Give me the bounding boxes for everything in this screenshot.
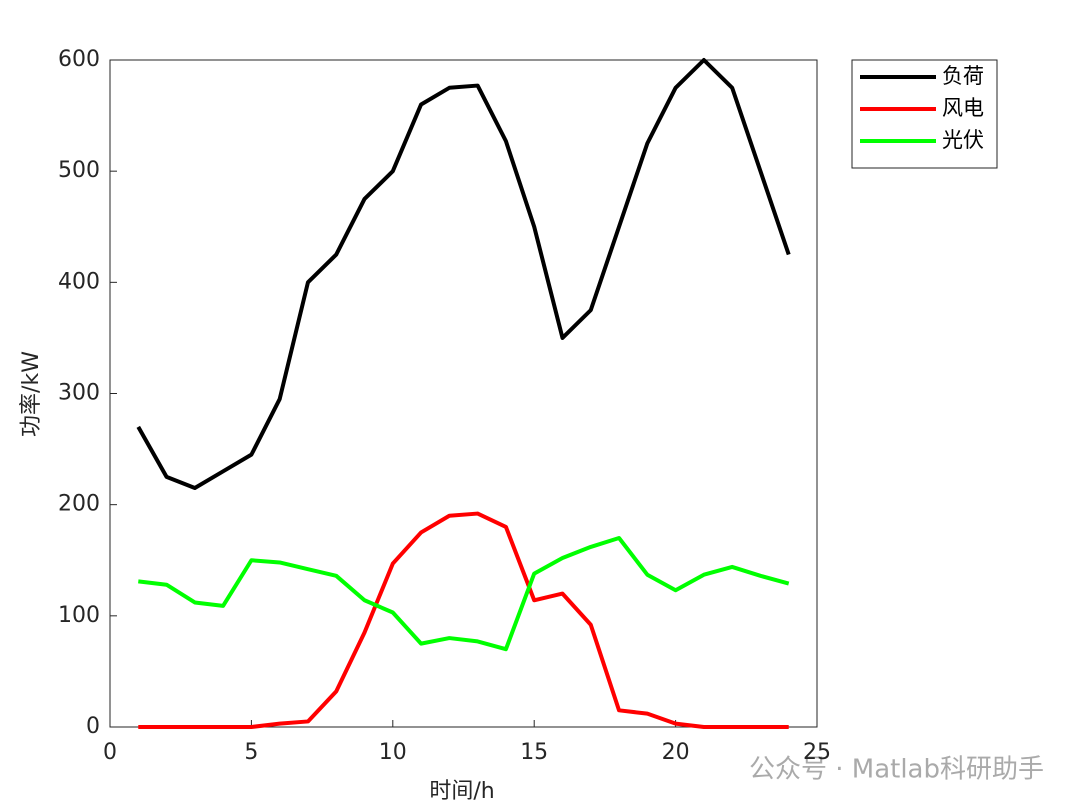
watermark: 公众号 · Matlab科研助手 — [749, 755, 1044, 785]
y-tick-label: 600 — [58, 47, 100, 72]
x-tick-label: 10 — [379, 740, 407, 765]
legend-label: 光伏 — [942, 128, 984, 152]
y-tick-label: 200 — [58, 492, 100, 517]
x-axis-label: 时间/h — [429, 779, 494, 804]
x-tick-label: 15 — [520, 740, 548, 765]
plot-area — [109, 59, 818, 728]
x-tick-label: 0 — [103, 740, 117, 765]
y-tick-label: 400 — [58, 269, 100, 294]
x-tick-label: 5 — [244, 740, 258, 765]
legend-label: 风电 — [942, 96, 984, 120]
series-line — [138, 536, 790, 652]
series-line — [136, 58, 791, 490]
series-line — [138, 511, 789, 729]
y-tick-label: 300 — [58, 381, 100, 406]
y-tick-label: 100 — [58, 603, 100, 628]
y-axis-label: 功率/kW — [19, 351, 44, 437]
y-tick-label: 500 — [58, 158, 100, 183]
x-tick-label: 25 — [803, 740, 831, 765]
x-tick-label: 20 — [662, 740, 690, 765]
y-tick-label: 0 — [86, 714, 100, 739]
legend-label: 负荷 — [942, 64, 984, 88]
